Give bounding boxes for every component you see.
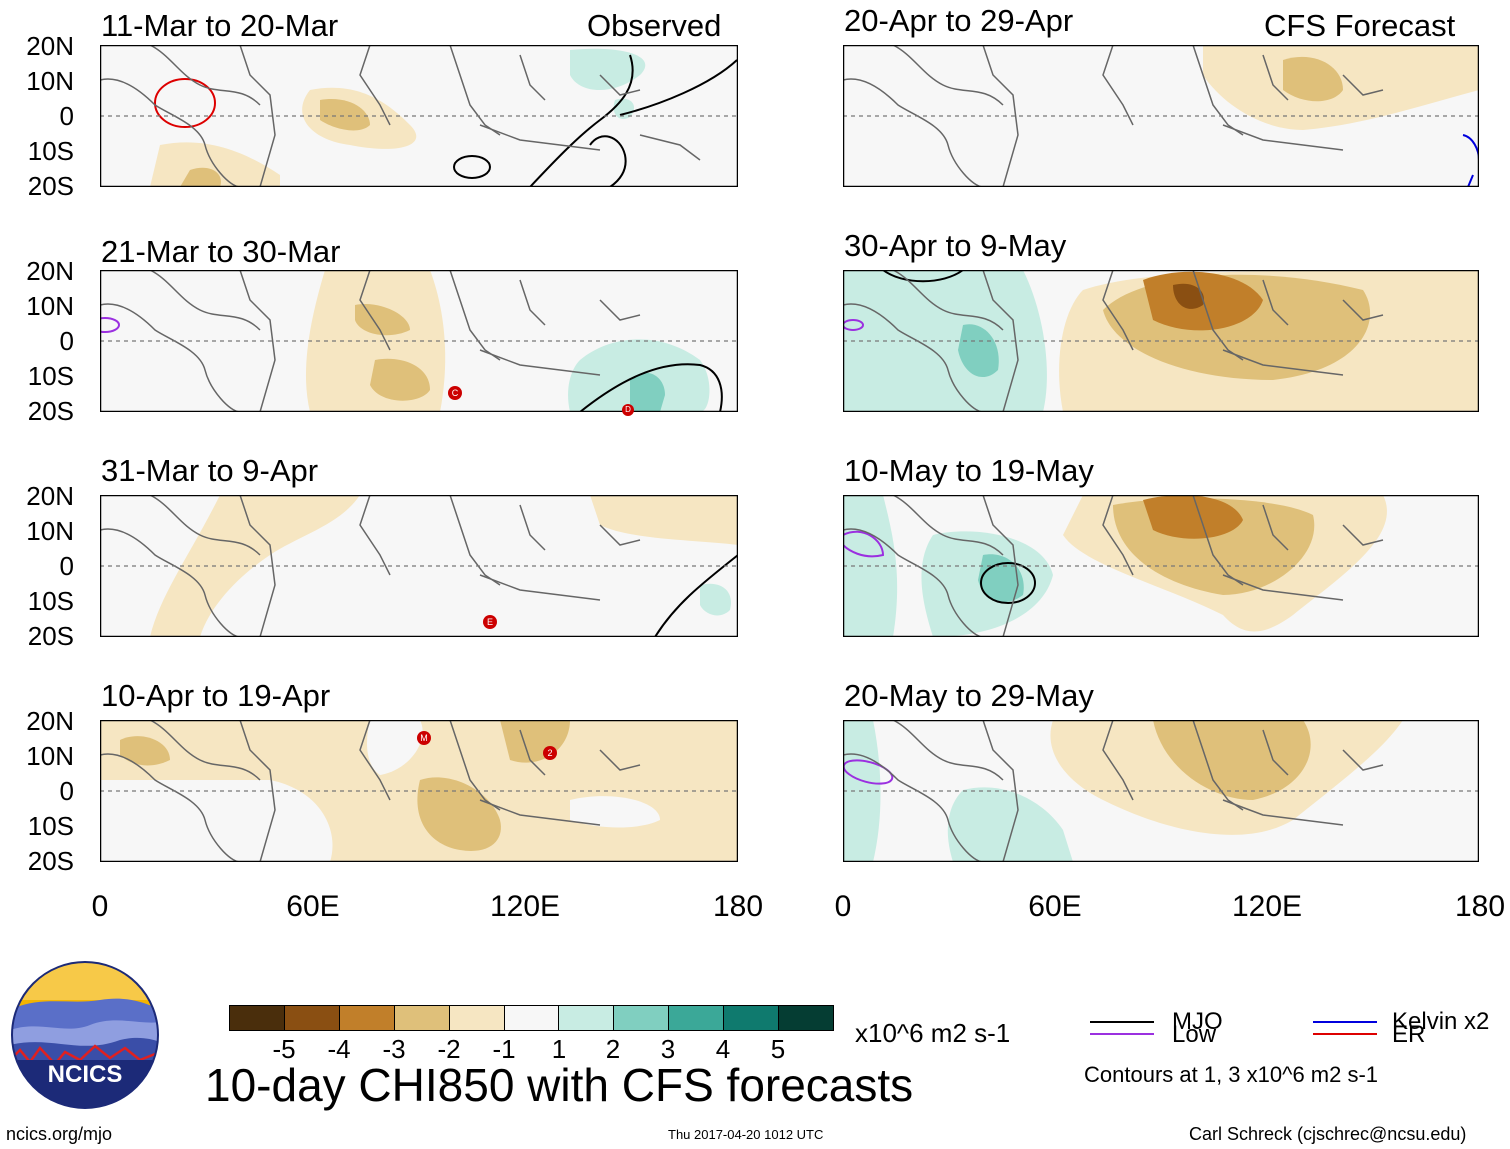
storm-marker-m: M — [417, 731, 431, 745]
legend-label-mjo: MJO — [1172, 1008, 1223, 1035]
lat-label: 20S — [27, 846, 74, 876]
map-panel-2 — [100, 270, 738, 412]
lat-label: 10S — [27, 361, 74, 391]
colorbar-bin — [614, 1006, 670, 1030]
lon-label: 0 — [91, 890, 109, 923]
lat-label: 20N — [26, 481, 74, 511]
colorbar-tick: -2 — [437, 1034, 461, 1064]
storm-label: 2 — [547, 748, 553, 758]
colorbar-tick: -1 — [492, 1034, 516, 1064]
colorbar-bin — [284, 1006, 340, 1030]
storm-marker-e: E — [483, 615, 497, 629]
footer-author: Carl Schreck (cjschrec@ncsu.edu) — [1189, 1124, 1467, 1144]
lon-label: 180 — [712, 890, 764, 923]
lat-label: 0 — [59, 101, 74, 131]
lat-label: 20S — [27, 396, 74, 426]
panel-title-4: 10-Apr to 19-Apr — [101, 678, 331, 713]
panel-title-6: 30-Apr to 9-May — [844, 228, 1067, 263]
footer-url[interactable]: ncics.org/mjo — [6, 1124, 113, 1144]
colorbar-units: x10^6 m2 s-1 — [855, 1018, 1011, 1048]
storm-label: E — [486, 617, 493, 627]
lat-label: 10N — [26, 66, 74, 96]
legend-note: Contours at 1, 3 x10^6 m2 s-1 — [1084, 1062, 1379, 1087]
lon-label: 120E — [1231, 890, 1303, 923]
lat-label: 20S — [27, 621, 74, 651]
legend-line-er — [1313, 1033, 1377, 1035]
lat-label: 10N — [26, 291, 74, 321]
lon-label: 120E — [489, 890, 561, 923]
storm-marker-c: C — [448, 386, 462, 400]
colorbar-bin — [339, 1006, 395, 1030]
colorbar-bin — [724, 1006, 780, 1030]
panel-title-8: 20-May to 29-May — [844, 678, 1094, 713]
colorbar-bin — [394, 1006, 450, 1030]
legend-label-er: ER — [1392, 1021, 1426, 1048]
legend-line-kelvin — [1313, 1021, 1377, 1023]
map-panel-5 — [843, 45, 1479, 187]
colorbar-tick: 3 — [660, 1034, 676, 1064]
panel-title-5: 20-Apr to 29-Apr — [844, 3, 1074, 38]
footer-timestamp: Thu 2017-04-20 1012 UTC — [668, 1127, 824, 1142]
map-panel-8 — [843, 720, 1479, 862]
colorbar-bin — [230, 1006, 285, 1030]
lon-label: 180 — [1454, 890, 1506, 923]
colorbar-tick: 5 — [770, 1034, 786, 1064]
lat-label: 10N — [26, 741, 74, 771]
lon-label: 60E — [1028, 890, 1082, 923]
storm-label: M — [420, 733, 428, 743]
colorbar-tick: 2 — [605, 1034, 621, 1064]
storm-label: D — [625, 405, 631, 414]
lat-label: 0 — [59, 326, 74, 356]
legend-line-low — [1090, 1033, 1154, 1035]
lat-label: 20N — [26, 256, 74, 286]
lat-label: 0 — [59, 551, 74, 581]
forecast-header: CFS Forecast — [1264, 8, 1456, 43]
lat-label: 10S — [27, 586, 74, 616]
panel-title-3: 31-Mar to 9-Apr — [101, 453, 319, 488]
panel-title-7: 10-May to 19-May — [844, 453, 1094, 488]
panel-title-1: 11-Mar to 20-Mar — [101, 8, 339, 43]
colorbar-bin — [669, 1006, 725, 1030]
colorbar-bin — [504, 1006, 560, 1030]
lat-label: 10S — [27, 136, 74, 166]
storm-label: C — [451, 388, 459, 398]
legend-label-low: Low — [1172, 1021, 1217, 1048]
map-panel-1 — [100, 45, 738, 187]
lat-label: 0 — [59, 776, 74, 806]
logo-text: NCICS — [48, 1061, 123, 1088]
colorbar-bin — [779, 1006, 833, 1030]
storm-marker-2: 2 — [543, 746, 557, 760]
lat-label: 10N — [26, 516, 74, 546]
lon-label: 60E — [286, 890, 340, 923]
colorbar-tick: -3 — [382, 1034, 406, 1064]
lon-label: 0 — [834, 890, 852, 923]
lat-label: 20N — [26, 706, 74, 736]
colorbar-tick: 1 — [551, 1034, 567, 1064]
legend-label-kelvin: Kelvin x2 — [1392, 1008, 1490, 1035]
lat-label: 10S — [27, 811, 74, 841]
colorbar-tick: -5 — [272, 1034, 296, 1064]
map-panel-3 — [100, 495, 738, 637]
colorbar-tick: 4 — [715, 1034, 731, 1064]
lat-label: 20N — [26, 31, 74, 61]
map-panel-7 — [843, 495, 1479, 637]
ncics-logo: NCICS — [11, 961, 159, 1109]
observed-header: Observed — [587, 8, 722, 43]
legend-line-mjo — [1090, 1021, 1154, 1023]
colorbar-bin — [559, 1006, 615, 1030]
main-title: 10-day CHI850 with CFS forecasts — [205, 1059, 914, 1111]
colorbar-bin — [449, 1006, 505, 1030]
storm-marker-d: D — [622, 404, 634, 416]
colorbar-tick: -4 — [327, 1034, 351, 1064]
colorbar — [229, 1005, 834, 1031]
panel-title-2: 21-Mar to 30-Mar — [101, 234, 341, 269]
map-panel-6 — [843, 270, 1479, 412]
lat-label: 20S — [27, 171, 74, 201]
